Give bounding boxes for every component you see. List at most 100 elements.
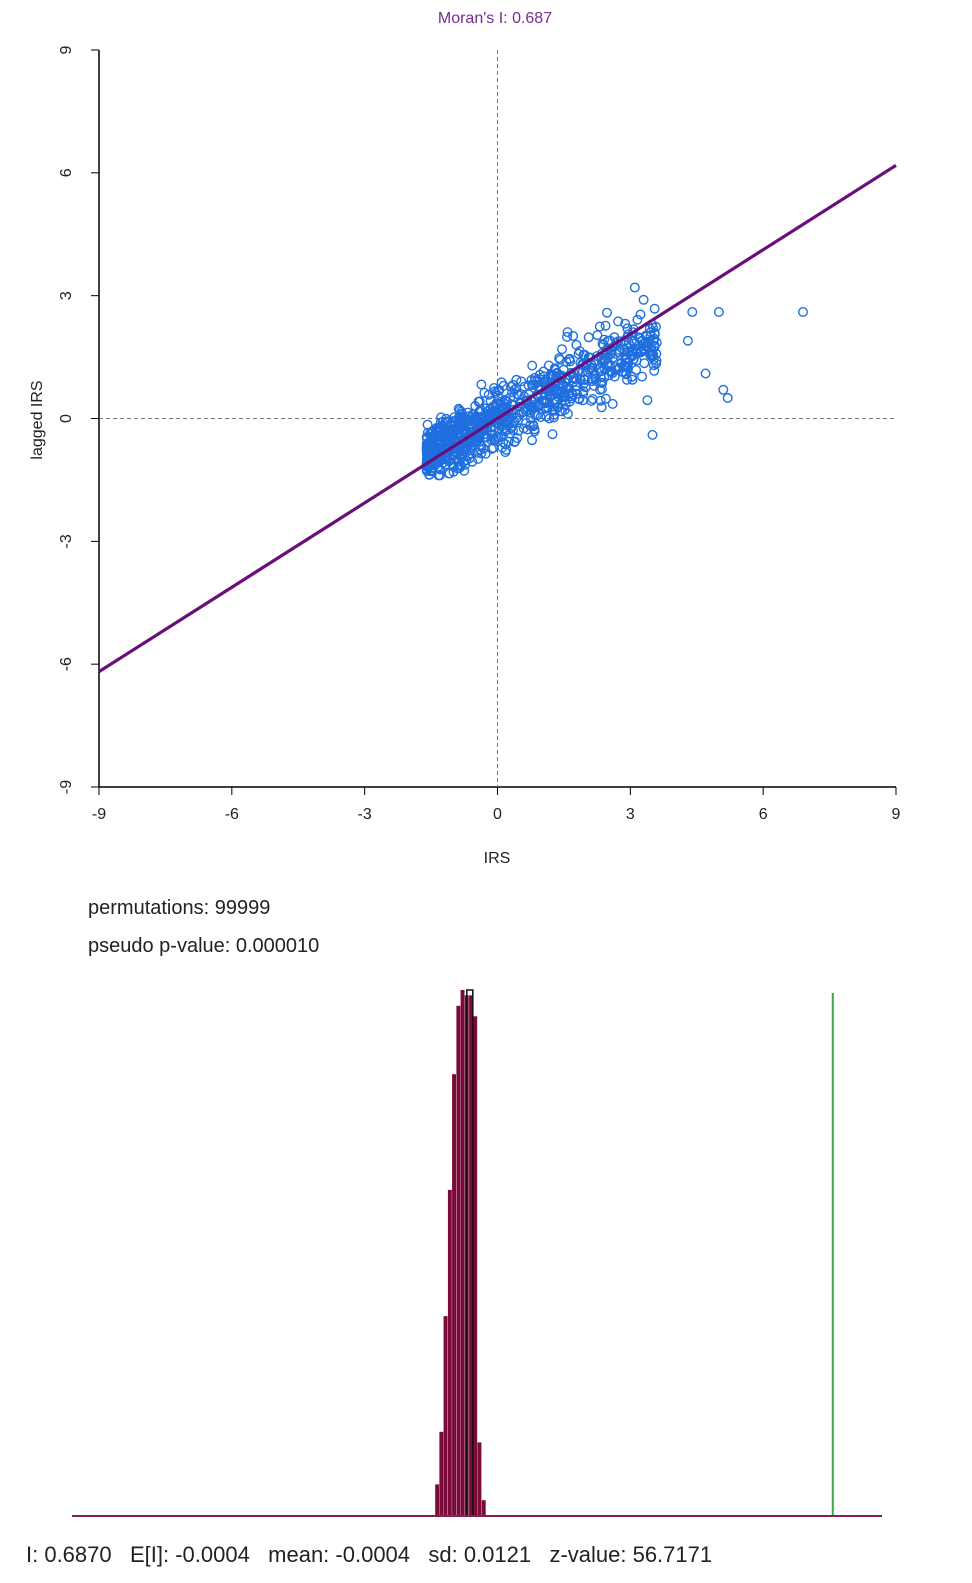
data-point (596, 366, 607, 377)
data-point (507, 387, 518, 398)
data-point (603, 370, 614, 381)
x-tick-label: -3 (358, 806, 372, 823)
data-point (579, 374, 590, 385)
data-point (519, 381, 530, 392)
data-point (644, 323, 655, 334)
data-point (447, 426, 458, 437)
data-point (438, 420, 449, 431)
data-point (631, 365, 642, 376)
data-point (501, 444, 512, 455)
data-point (610, 348, 621, 359)
data-point (489, 386, 500, 397)
data-point (547, 429, 558, 440)
data-point (471, 411, 482, 422)
data-point (555, 354, 566, 365)
data-point (637, 371, 648, 382)
y-tick-label: 6 (58, 168, 75, 177)
data-point (578, 378, 589, 389)
data-point (595, 395, 606, 406)
y-tick-label: -6 (58, 657, 75, 671)
y-axis-label: lagged IRS (29, 380, 46, 459)
pseudo-p-value-label: pseudo p-value: 0.000010 (88, 935, 320, 957)
data-point (596, 377, 607, 388)
data-point (523, 380, 534, 391)
data-point (489, 422, 500, 433)
data-point (543, 373, 554, 384)
data-point (480, 431, 491, 442)
data-point (556, 406, 567, 417)
data-point (552, 395, 563, 406)
histogram-bar (443, 1316, 448, 1516)
data-point (520, 406, 531, 417)
data-point (422, 433, 433, 444)
data-point (445, 443, 456, 454)
data-point (503, 417, 514, 428)
data-point (540, 402, 551, 413)
data-point (473, 453, 484, 464)
data-point (623, 338, 634, 349)
data-point (620, 318, 631, 329)
x-tick-label: -9 (92, 806, 106, 823)
data-point (562, 327, 573, 338)
histogram-bar (447, 1189, 452, 1516)
data-point (564, 396, 575, 407)
x-axis-label: IRS (484, 850, 511, 867)
data-point (649, 329, 660, 340)
y-tick-label: -9 (58, 780, 75, 794)
x-tick-label: 6 (759, 806, 768, 823)
data-point (424, 448, 435, 459)
data-point (554, 353, 565, 364)
x-tick-label: 9 (892, 806, 901, 823)
data-point (476, 379, 487, 390)
data-point (632, 314, 643, 325)
histogram-bar (435, 1484, 440, 1516)
data-point (596, 402, 607, 413)
y-tick-label: 0 (58, 414, 75, 423)
histogram-bar (473, 1016, 478, 1516)
data-point (482, 411, 493, 422)
data-point (455, 409, 466, 420)
data-point (545, 379, 556, 390)
data-point (448, 461, 459, 472)
data-point (591, 376, 602, 387)
data-point (529, 426, 540, 437)
data-point (621, 368, 632, 379)
data-point (482, 436, 493, 447)
data-point (548, 412, 559, 423)
histogram-bar (439, 1431, 444, 1516)
data-point (516, 376, 527, 387)
x-tick-label: 0 (493, 806, 502, 823)
data-point (525, 413, 536, 424)
data-point (609, 371, 620, 382)
data-point (638, 294, 649, 305)
data-point (558, 390, 569, 401)
data-point (508, 418, 519, 429)
data-point (700, 368, 711, 379)
data-point (544, 413, 555, 424)
histogram-bar (456, 1005, 461, 1516)
data-point (552, 388, 563, 399)
data-point (448, 431, 459, 442)
data-point (436, 449, 447, 460)
permutation-histogram (72, 989, 882, 1517)
histogram-bar (477, 1442, 482, 1516)
data-point (485, 396, 496, 407)
data-point (594, 321, 605, 332)
data-point (508, 379, 519, 390)
data-point (457, 408, 468, 419)
data-point (510, 436, 521, 447)
data-point (649, 365, 660, 376)
data-point (433, 427, 444, 438)
data-point (607, 398, 618, 409)
data-point (433, 443, 444, 454)
data-point (640, 341, 651, 352)
data-point (455, 460, 466, 471)
data-point (506, 381, 517, 392)
data-point (722, 393, 733, 404)
data-point (543, 360, 554, 371)
data-point (527, 360, 538, 371)
data-point (635, 309, 646, 320)
data-point (479, 387, 490, 398)
data-point (600, 393, 611, 404)
